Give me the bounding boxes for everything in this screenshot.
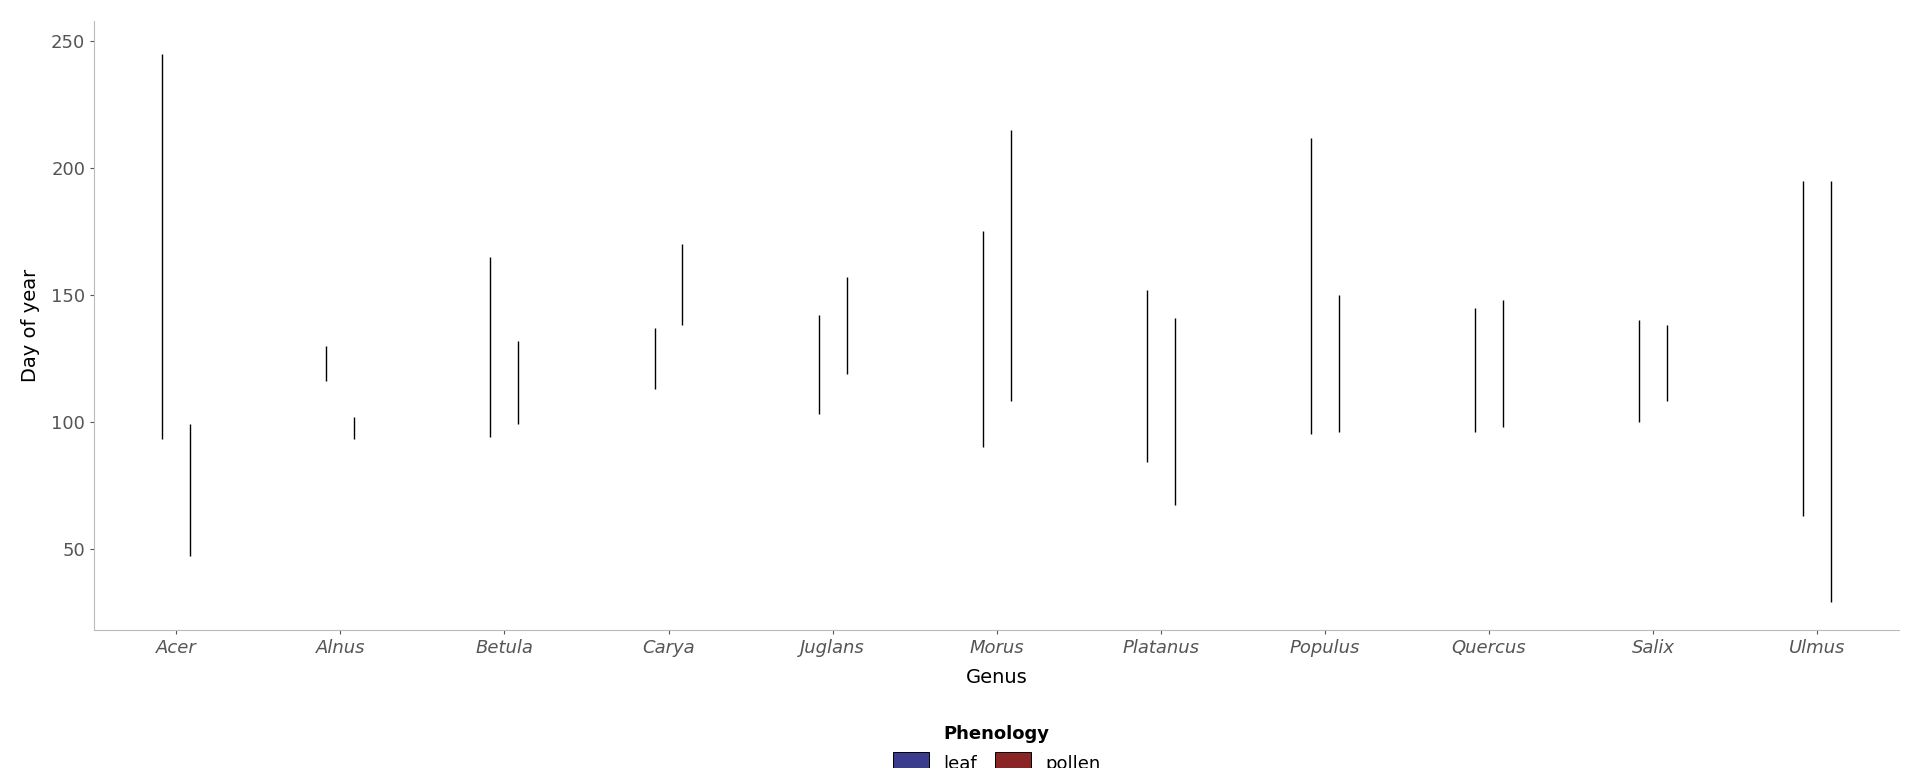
Y-axis label: Day of year: Day of year	[21, 269, 40, 382]
X-axis label: Genus: Genus	[966, 668, 1027, 687]
Legend: leaf, pollen: leaf, pollen	[885, 718, 1108, 768]
